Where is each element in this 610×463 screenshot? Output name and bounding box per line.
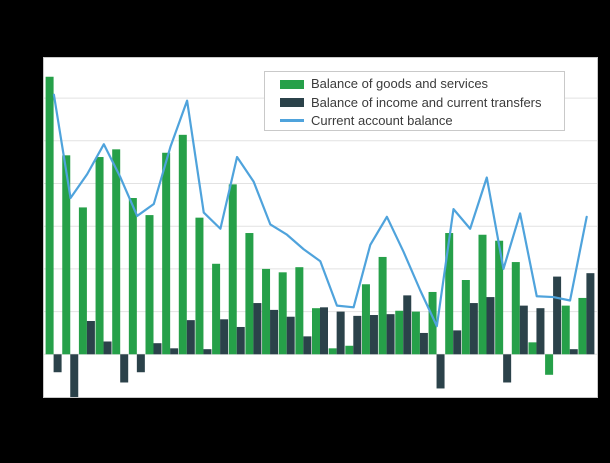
legend: Balance of goods and services Balance of…	[264, 71, 565, 131]
income-transfers-bar	[203, 349, 212, 355]
current-account-line-swatch-icon	[280, 119, 304, 123]
goods-services-bar	[428, 291, 437, 355]
goods-services-bar	[295, 267, 304, 355]
income-transfers-bar	[303, 336, 312, 355]
income-transfers-bar	[553, 276, 562, 355]
goods-services-bar	[262, 268, 271, 355]
income-transfers-swatch-icon	[280, 98, 304, 107]
income-transfers-bar	[569, 349, 578, 355]
legend-item-goods-services: Balance of goods and services	[280, 75, 564, 93]
goods-services-bar	[361, 284, 370, 355]
income-transfers-bar	[503, 354, 512, 383]
legend-item-income-transfers: Balance of income and current transfers	[280, 94, 564, 112]
income-transfers-bar	[353, 315, 362, 355]
plot-border	[43, 57, 598, 398]
goods-services-bar	[328, 348, 337, 355]
legend-item-current-account: Current account balance	[280, 112, 564, 130]
income-transfers-bar	[386, 314, 395, 355]
goods-services-bar	[212, 263, 221, 355]
goods-services-bar	[62, 155, 71, 355]
income-transfers-bar	[320, 307, 328, 355]
income-transfers-bar	[486, 297, 495, 355]
goods-services-bar	[178, 134, 187, 355]
goods-services-bar	[128, 198, 137, 355]
goods-services-bar	[245, 233, 254, 355]
income-transfers-bar	[369, 315, 378, 355]
income-transfers-bar	[86, 320, 95, 355]
goods-services-bar	[511, 262, 520, 355]
goods-services-bar	[478, 234, 487, 355]
income-transfers-bar	[103, 341, 112, 355]
goods-services-bar	[145, 215, 154, 355]
income-transfers-bar	[70, 354, 79, 397]
income-transfers-bar	[236, 326, 245, 355]
legend-label: Balance of income and current transfers	[311, 94, 542, 110]
goods-services-bar	[345, 345, 354, 355]
goods-services-swatch-icon	[280, 79, 304, 89]
goods-services-bar	[228, 184, 237, 355]
goods-services-bar	[495, 240, 504, 355]
goods-services-bar	[278, 272, 287, 355]
income-transfers-bar	[519, 305, 528, 355]
goods-services-bar	[312, 308, 320, 355]
legend-label: Current account balance	[311, 112, 453, 128]
goods-services-bar	[578, 297, 587, 355]
goods-services-bar	[78, 207, 87, 355]
goods-services-bar	[411, 311, 420, 355]
income-transfers-bar	[469, 303, 478, 355]
income-transfers-bar	[220, 319, 229, 355]
income-transfers-bar	[536, 308, 545, 355]
income-transfers-bar	[286, 316, 295, 355]
goods-services-bar	[528, 342, 537, 355]
goods-services-bar	[195, 217, 204, 355]
goods-services-bar	[162, 152, 171, 355]
income-transfers-bar	[453, 330, 462, 355]
goods-services-bar	[378, 256, 387, 355]
income-transfers-bar	[136, 354, 145, 373]
income-transfers-bar	[120, 354, 129, 383]
income-transfers-bar	[270, 309, 279, 355]
current-account-line	[52, 93, 588, 328]
income-transfers-bar	[153, 343, 162, 355]
legend-label: Balance of goods and services	[311, 76, 489, 92]
income-transfers-bar	[436, 354, 445, 389]
goods-services-bar	[461, 280, 470, 355]
income-transfers-bar	[336, 311, 345, 355]
goods-services-bar	[95, 157, 104, 355]
goods-services-bar	[545, 354, 554, 375]
income-transfers-bar	[586, 273, 595, 355]
goods-services-bar	[395, 310, 404, 355]
goods-services-bar	[112, 149, 121, 355]
goods-services-bar	[561, 305, 570, 355]
income-transfers-bar	[53, 354, 62, 373]
income-transfers-bar	[419, 332, 428, 355]
goods-services-bar	[445, 233, 454, 355]
income-transfers-bar	[170, 348, 179, 355]
income-transfers-bar	[186, 320, 195, 355]
income-transfers-bar	[403, 295, 412, 355]
income-transfers-bar	[253, 303, 262, 355]
goods-services-bar	[45, 76, 54, 355]
